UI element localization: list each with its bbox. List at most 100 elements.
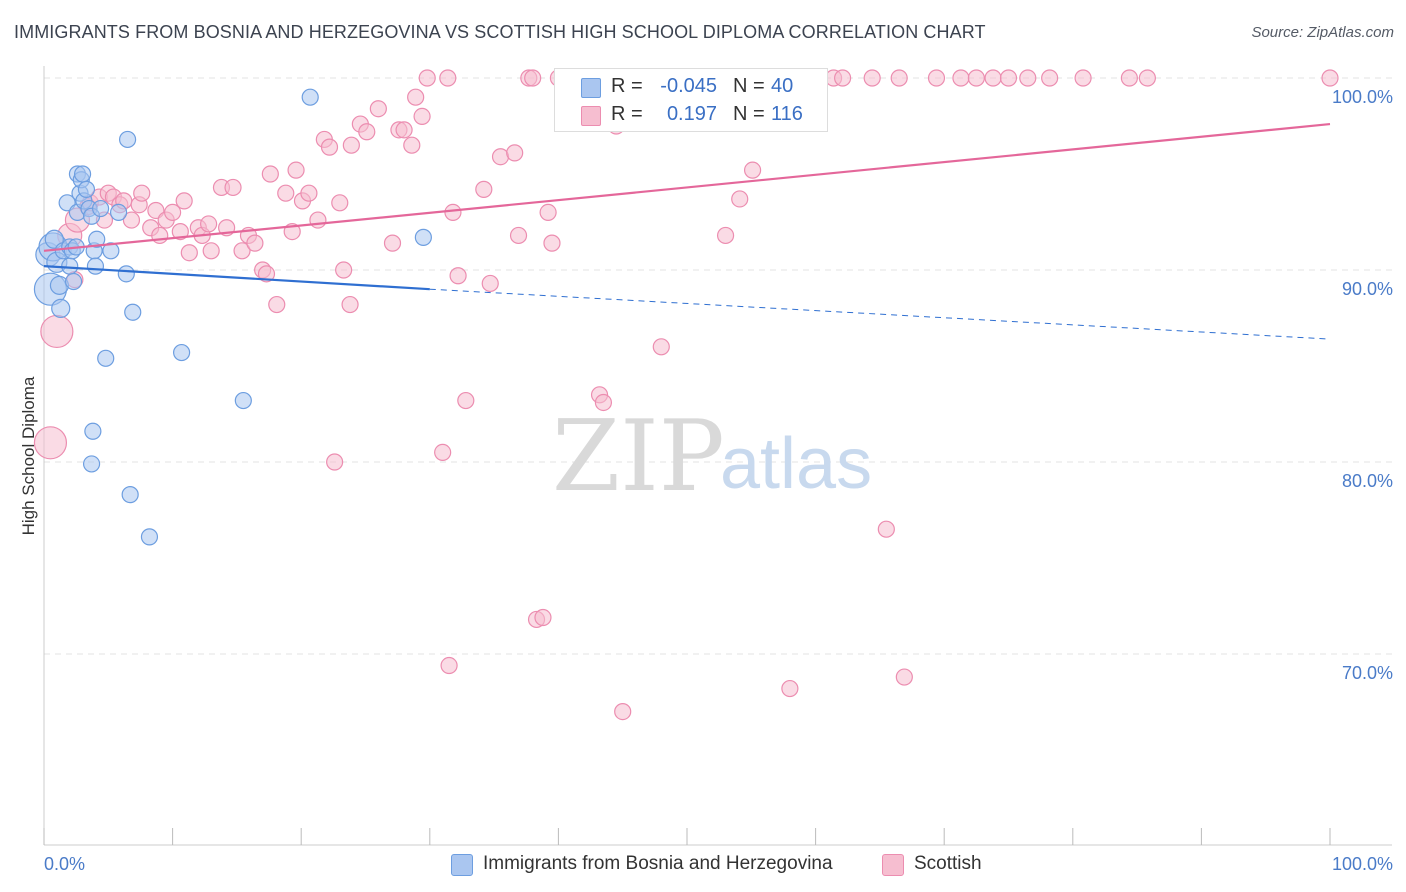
bosnia-point — [82, 455, 101, 473]
scottish-point — [418, 69, 436, 87]
scottish-point — [439, 69, 457, 87]
scottish-point — [475, 180, 493, 198]
watermark: ZIP atlas — [552, 400, 872, 514]
scottish-point — [1138, 69, 1156, 87]
r-value: 0.197 — [666, 103, 717, 125]
scottish-point — [335, 261, 353, 279]
scottish-point — [1321, 69, 1339, 87]
bosnia-point — [64, 272, 83, 291]
grid-lines — [44, 77, 1392, 655]
scottish-point — [444, 203, 462, 221]
legend-swatch-pink — [882, 854, 904, 876]
bosnia-point — [88, 230, 106, 248]
bosnia-point — [173, 343, 191, 362]
watermark-atlas: atlas — [720, 424, 872, 504]
scottish-point — [449, 267, 467, 285]
scottish-point — [320, 138, 339, 156]
scottish-point — [457, 391, 475, 410]
axis-labels: 70.0% 80.0% 90.0% 100.0% 0.0% 100.0% High Scho… — [19, 87, 1393, 874]
scottish-point — [383, 234, 402, 252]
scottish-point — [175, 192, 193, 210]
scottish-point — [614, 702, 632, 721]
source-label: Source: ZipAtlas.com — [1251, 24, 1394, 41]
bosnia-point — [97, 349, 115, 367]
scottish-point — [342, 136, 360, 154]
y-tick-label: 70.0% — [1342, 663, 1393, 683]
n-label: N = — [733, 75, 765, 97]
scottish-point — [202, 242, 220, 260]
scottish-point — [246, 234, 264, 252]
scottish-point — [326, 453, 344, 471]
legend-swatch-blue — [451, 854, 473, 876]
scottish-point — [171, 223, 189, 241]
bosnia-point — [73, 165, 92, 183]
scottish-point — [33, 426, 68, 460]
scottish-point — [594, 393, 613, 412]
y-tick-label: 80.0% — [1342, 471, 1393, 491]
scottish-point — [652, 338, 670, 356]
r-value: -0.045 — [660, 75, 717, 97]
scottish-point — [543, 234, 561, 252]
stats-row-blue: R = -0.045 N = 40 — [555, 73, 827, 101]
bosnia-point — [51, 298, 71, 318]
scottish-point — [180, 244, 198, 262]
scottish-point — [731, 190, 749, 208]
y-axis-label: High School Diploma — [19, 376, 38, 535]
scottish-point — [895, 668, 913, 686]
scottish-point — [999, 69, 1018, 87]
scottish-point — [233, 242, 251, 260]
scottish-point — [524, 69, 542, 87]
pink-swatch — [581, 106, 601, 126]
watermark-zip: ZIP — [552, 400, 725, 514]
bosnia-point — [117, 265, 135, 283]
bosnia-point — [77, 180, 96, 198]
scottish-point — [268, 295, 286, 314]
scottish-point — [491, 148, 510, 166]
scottish-point — [509, 226, 528, 245]
scottish-point — [403, 136, 421, 154]
stats-row-pink: R = 0.197 N = 116 — [555, 101, 827, 129]
scottish-point — [331, 194, 349, 212]
scottish-point — [481, 274, 499, 293]
r-label: R = — [611, 103, 643, 125]
scottish-point — [261, 165, 279, 183]
y-tick-label: 90.0% — [1342, 279, 1393, 299]
scottish-point — [1041, 69, 1059, 87]
n-value: 116 — [771, 103, 803, 125]
scottish-point — [743, 161, 762, 179]
scottish-trend-line — [43, 122, 1331, 252]
scottish-point — [257, 265, 276, 283]
bosnia-point — [84, 422, 102, 440]
scottish-point — [877, 520, 895, 538]
bosnia-point — [234, 391, 252, 410]
scottish-point — [967, 69, 985, 87]
bosnia-point — [118, 130, 137, 149]
legend-label-bosnia: Immigrants from Bosnia and Herzegovina — [483, 853, 833, 874]
scottish-point — [369, 100, 387, 118]
bosnia-point — [102, 242, 120, 260]
scottish-point — [890, 69, 908, 87]
scottish-points — [33, 69, 1339, 721]
scottish-point — [534, 608, 552, 627]
bosnia-point — [414, 228, 432, 246]
scottish-point — [984, 69, 1002, 87]
scottish-point — [781, 679, 799, 698]
scottish-point — [539, 203, 557, 221]
bosnia-trend-line-extension — [429, 288, 1331, 340]
bosnia-point — [109, 203, 128, 221]
y-tick-label: 100.0% — [1332, 87, 1393, 107]
scottish-point — [122, 211, 141, 229]
scottish-point — [413, 107, 431, 126]
legend-label-scottish: Scottish — [914, 853, 982, 874]
scottish-point — [277, 184, 295, 202]
scottish-point — [434, 443, 452, 461]
n-label: N = — [733, 103, 765, 125]
bosnia-point — [61, 257, 79, 275]
scottish-point — [395, 121, 413, 139]
blue-swatch — [581, 78, 601, 98]
legend: Immigrants from Bosnia and Herzegovina S… — [0, 852, 1406, 880]
scottish-point — [200, 215, 218, 233]
scottish-point — [506, 144, 524, 162]
r-label: R = — [611, 75, 643, 97]
